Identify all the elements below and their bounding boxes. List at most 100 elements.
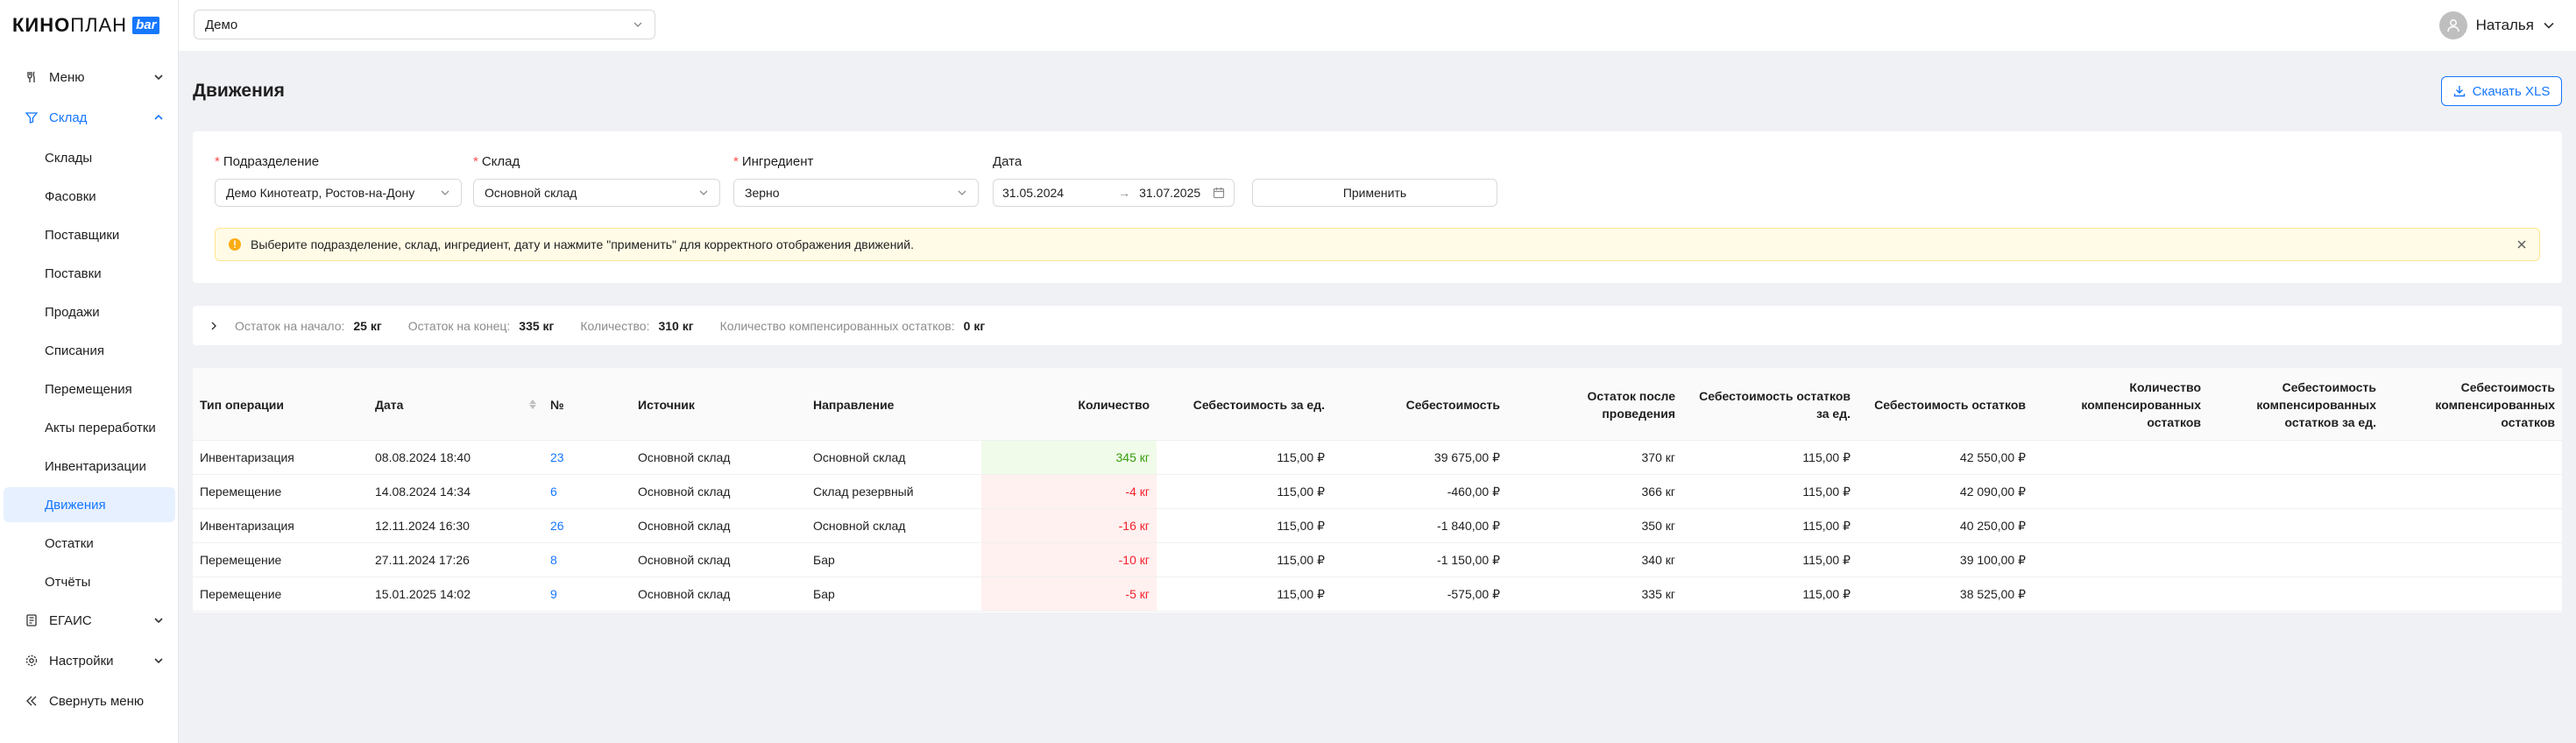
cell-balance-after: 350 кг	[1641, 519, 1675, 533]
user-menu[interactable]: Наталья	[2438, 11, 2555, 39]
download-icon	[2453, 86, 2465, 97]
cell-num[interactable]: 23	[550, 450, 564, 464]
apply-button[interactable]: Применить	[1252, 179, 1497, 207]
sidebar-item-inventarizatsii[interactable]: Инвентаризации	[4, 449, 175, 484]
brand-name: КИНОПЛАН	[12, 14, 128, 36]
sidebar-item-label: Отчёты	[45, 574, 91, 590]
chevron-down-icon	[441, 190, 449, 195]
cell-num[interactable]: 6	[550, 485, 557, 499]
ingredient-select[interactable]: Зерно	[733, 179, 979, 207]
sort-icon[interactable]	[529, 400, 536, 409]
sidebar-item-label: Свернуть меню	[49, 693, 145, 709]
division-select[interactable]: Демо Кинотеатр, Ростов-на-Дону	[215, 179, 462, 207]
cell-qty: -10 кг	[981, 543, 1157, 577]
sidebar: КИНОПЛАН bar Меню Склад Склады Фасовки П…	[0, 0, 179, 743]
sidebar-item-settings[interactable]: Настройки	[4, 643, 175, 678]
sidebar-item-label: Меню	[49, 69, 85, 85]
cell-unit-cost: 115,00 ₽	[1277, 552, 1325, 567]
cell-op-type: Инвентаризация	[200, 519, 294, 533]
start-balance-value: 25 кг	[353, 318, 382, 333]
cell-balance-after: 366 кг	[1641, 485, 1675, 499]
cell-balance-after: 370 кг	[1641, 450, 1675, 464]
sidebar-item-menu[interactable]: Меню	[4, 60, 175, 95]
sidebar-item-egais[interactable]: ЕГАИС	[4, 603, 175, 638]
chevron-down-icon	[699, 190, 708, 195]
cell-source: Основной склад	[638, 519, 731, 533]
sidebar-item-label: Остатки	[45, 535, 94, 551]
brand-badge: bar	[132, 17, 160, 34]
cell-num[interactable]: 8	[550, 553, 557, 567]
col-balance-unit-cost: Себестоимость остатков за ед.	[1699, 388, 1851, 421]
close-icon[interactable]	[2516, 239, 2527, 250]
document-icon	[26, 614, 37, 626]
arrow-right-icon: →	[1118, 186, 1131, 200]
date-from[interactable]: 31.05.2024	[1002, 186, 1065, 200]
sidebar-item-fasovki[interactable]: Фасовки	[4, 179, 175, 214]
cell-qty: -5 кг	[981, 577, 1157, 611]
calendar-icon	[1213, 188, 1225, 199]
quantity-label: Количество:	[580, 318, 650, 333]
cell-unit-cost: 115,00 ₽	[1277, 484, 1325, 499]
sidebar-item-sklady[interactable]: Склады	[4, 140, 175, 175]
sidebar-item-sklad[interactable]: Склад	[4, 100, 175, 135]
sidebar-item-label: Склад	[49, 110, 88, 125]
chevron-down-icon	[154, 618, 163, 624]
cell-balance-cost: 39 100,00 ₽	[1959, 552, 2026, 567]
sidebar-item-postavki[interactable]: Поставки	[4, 256, 175, 291]
cell-direction: Склад резервный	[813, 485, 914, 499]
sidebar-item-label: Инвентаризации	[45, 458, 146, 474]
cell-direction: Основной склад	[813, 450, 906, 464]
sidebar-item-label: Перемещения	[45, 381, 132, 397]
cell-date: 15.01.2025 14:02	[375, 587, 471, 601]
chevron-right-icon[interactable]	[209, 321, 219, 331]
collapse-menu-button[interactable]: Свернуть меню	[4, 683, 175, 718]
date-range-picker[interactable]: 31.05.2024 → 31.07.2025	[993, 179, 1235, 207]
chevron-down-icon	[2544, 22, 2554, 29]
menu-icon	[27, 71, 35, 82]
organization-select[interactable]: Демо	[194, 10, 655, 39]
warehouse-select[interactable]: Основной склад	[473, 179, 720, 207]
cell-source: Основной склад	[638, 450, 731, 464]
sidebar-item-label: ЕГАИС	[49, 612, 92, 628]
col-balance-after: Остаток после проведения	[1587, 388, 1675, 421]
warehouse-select-value: Основной склад	[485, 186, 577, 200]
cell-num[interactable]: 9	[550, 587, 557, 601]
cell-cost: -575,00 ₽	[1447, 586, 1500, 601]
col-op-type: Тип операции	[200, 397, 284, 412]
col-comp-qty: Количество компенсированных остатков	[2081, 379, 2201, 429]
user-name: Наталья	[2475, 17, 2534, 33]
table-row: Перемещение 14.08.2024 14:34 6 Основной скл…	[193, 475, 2562, 509]
compensated-value: 0 кг	[963, 318, 986, 333]
table-row: Инвентаризация 12.11.2024 16:30 26 Основной…	[193, 509, 2562, 543]
cell-balance-unit-cost: 115,00 ₽	[1802, 449, 1851, 464]
sidebar-item-ostatki[interactable]: Остатки	[4, 526, 175, 561]
cell-unit-cost: 115,00 ₽	[1277, 518, 1325, 533]
col-date[interactable]: Дата	[368, 368, 543, 441]
filter-icon	[25, 112, 39, 124]
warning-icon	[229, 238, 241, 251]
sidebar-item-postavshchiki[interactable]: Поставщики	[4, 217, 175, 252]
compensated-label: Количество компенсированных остатков:	[719, 318, 955, 333]
cell-unit-cost: 115,00 ₽	[1277, 449, 1325, 464]
sidebar-item-label: Поставщики	[45, 227, 120, 243]
brand-logo[interactable]: КИНОПЛАН bar	[12, 14, 160, 37]
sidebar-item-peremeshcheniya[interactable]: Перемещения	[4, 372, 175, 407]
download-xls-button[interactable]: Скачать XLS	[2441, 76, 2562, 106]
cell-date: 27.11.2024 17:26	[375, 553, 470, 567]
sidebar-item-label: Акты переработки	[45, 420, 156, 435]
sidebar-item-dvizheniya[interactable]: Движения	[4, 487, 175, 522]
sidebar-item-akty[interactable]: Акты переработки	[4, 410, 175, 445]
date-label: Дата	[993, 154, 1023, 169]
col-balance-cost: Себестоимость остатков	[1874, 397, 2026, 412]
date-to[interactable]: 31.07.2025	[1139, 186, 1201, 200]
sidebar-item-prodazhi[interactable]: Продажи	[4, 294, 175, 329]
cell-op-type: Перемещение	[200, 587, 282, 601]
sidebar-item-spisaniya[interactable]: Списания	[4, 333, 175, 368]
avatar	[2438, 11, 2467, 39]
cell-balance-unit-cost: 115,00 ₽	[1802, 586, 1851, 601]
sidebar-item-label: Движения	[45, 497, 106, 513]
end-balance-value: 335 кг	[519, 318, 555, 333]
cell-num[interactable]: 26	[550, 519, 564, 533]
col-comp-unit-cost: Себестоимость компенсированных остатков за…	[2256, 379, 2376, 429]
sidebar-item-otchety[interactable]: Отчёты	[4, 564, 175, 599]
